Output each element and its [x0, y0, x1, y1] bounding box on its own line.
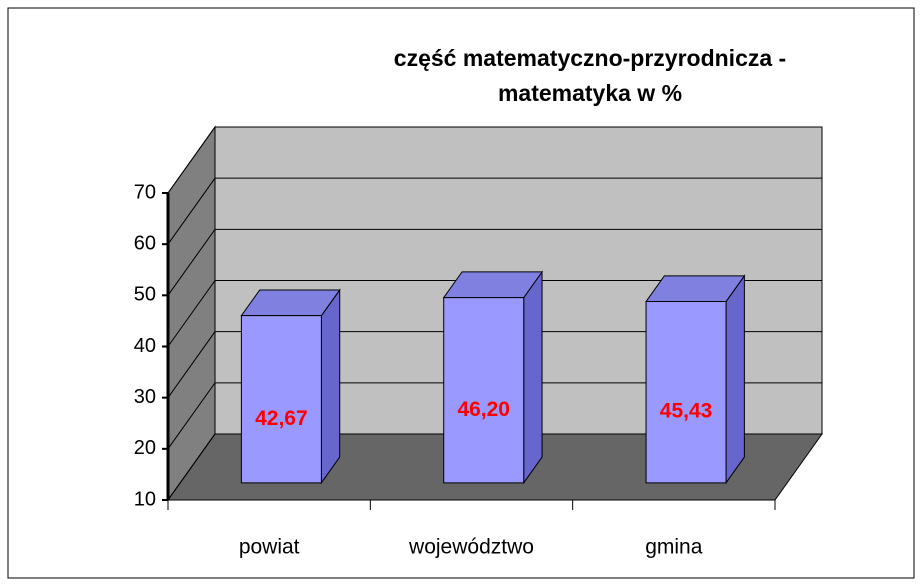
bar	[645, 301, 727, 484]
bar-side	[725, 274, 745, 485]
bar	[443, 297, 525, 484]
data-label: 42,67	[255, 407, 308, 430]
grid-line	[167, 177, 822, 245]
x-tick-label: województwo	[408, 536, 534, 559]
grid-line	[167, 280, 822, 347]
y-tick-label: 70	[134, 181, 156, 203]
y-tick-label: 20	[134, 437, 156, 459]
x-tick-label: powiat	[239, 536, 300, 559]
y-tick-label: 10	[134, 488, 156, 510]
data-label: 45,43	[660, 400, 713, 423]
bar-side	[320, 288, 341, 485]
x-tick-label: gmina	[645, 536, 703, 559]
grid-line	[167, 331, 822, 398]
grid-line	[167, 228, 822, 296]
y-tick-label: 50	[134, 284, 156, 306]
grid-line	[167, 433, 822, 501]
y-tick-label: 40	[134, 335, 156, 357]
grid-line	[167, 126, 822, 194]
data-label: 46,20	[457, 398, 510, 421]
chart-title: część matematyczno-przyrodnicza -	[394, 45, 786, 71]
bar-side	[523, 270, 543, 485]
y-tick-label: 30	[134, 386, 156, 408]
grid-line	[167, 382, 822, 450]
chart-title: matematyka w %	[498, 80, 682, 106]
bar	[240, 315, 322, 484]
y-tick-label: 60	[134, 232, 156, 254]
